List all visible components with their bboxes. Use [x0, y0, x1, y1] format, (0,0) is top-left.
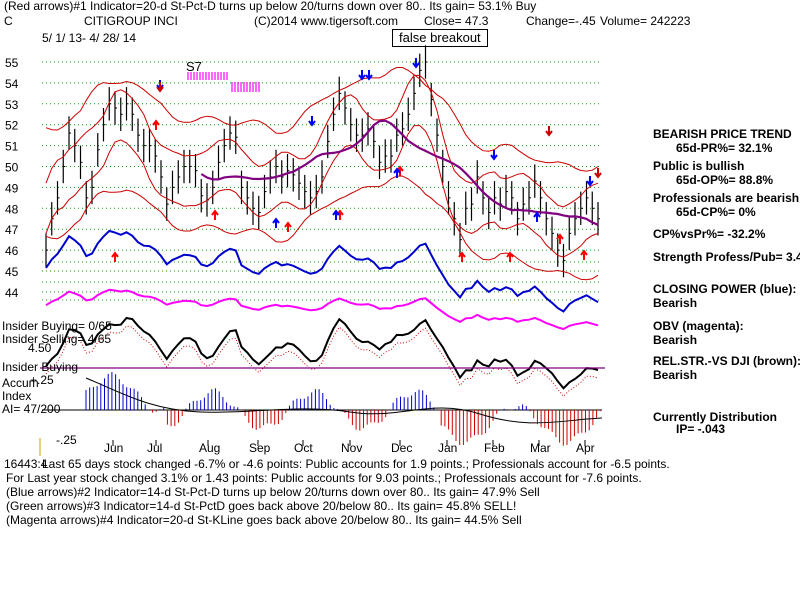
sell-arrow-blue: [365, 70, 373, 81]
x-tick-label: Dec: [391, 441, 412, 455]
relative-strength-line: [45, 316, 599, 390]
footer-last-65-days: Last 65 days stock changed -6.7% or -4.6…: [42, 457, 670, 471]
obv-label: OBV (magenta):: [653, 319, 744, 333]
y-tick-label: 54: [5, 77, 19, 91]
closing-power-label: CLOSING POWER (blue):: [653, 282, 797, 296]
buy-arrow-red: [506, 251, 514, 262]
buy-arrow-red: [458, 251, 466, 262]
ip-value: IP= -.043: [676, 422, 726, 436]
false-breakout-label: false breakout: [392, 29, 488, 47]
symbol: C: [4, 14, 13, 28]
relstr-label: REL.STR.-VS DJI (brown):: [653, 354, 800, 368]
sell-arrow-blue: [412, 58, 420, 69]
change-value: Change=-.45: [526, 14, 596, 28]
y-tick-label: 51: [5, 140, 19, 154]
x-tick-label: Nov: [341, 441, 362, 455]
indicator-magenta-arrows: (Magenta arrows)#4 Indicator=20-d St-KLi…: [6, 513, 522, 527]
sell-arrow-blue: [586, 176, 594, 187]
s7-label: S7: [186, 59, 202, 74]
x-tick-label: Jun: [104, 441, 123, 455]
buy-arrow-blue: [272, 217, 280, 228]
x-tick-label: Sep: [249, 441, 271, 455]
copyright: (C)2014 www.tigersoft.com: [254, 14, 399, 28]
buy-arrow-red: [111, 251, 119, 262]
op-value: 65d-OP%= 88.8%: [676, 173, 774, 187]
rs-ma-line: [45, 325, 599, 398]
purple-ma: [200, 119, 599, 226]
buy-arrow-blue: [533, 211, 541, 222]
x-tick-label: Jan: [438, 441, 457, 455]
obv-line: [45, 288, 599, 331]
volume-value: Volume= 242223: [600, 14, 691, 28]
y-tick-label: 48: [5, 202, 19, 216]
y-tick-label: 44: [5, 286, 19, 300]
professionals-status: Professionals are bearish: [653, 191, 800, 205]
y-tick-label: 53: [5, 98, 19, 112]
upper-band: [45, 67, 599, 172]
indicator-green-arrows: (Green arrows)#3 Indicator=14-d St-PctD …: [6, 499, 517, 513]
y-tick-label: 46: [5, 244, 19, 258]
accum-minus-label: -.25: [56, 433, 77, 447]
indicator-blue-arrows: (Blue arrows)#2 Indicator=14-d St-Pct-D …: [6, 485, 540, 499]
buy-arrow-red: [284, 221, 292, 232]
closing-power-status: Bearish: [653, 296, 698, 310]
accum-label: Accum: [2, 376, 39, 390]
sell-arrow-blue: [308, 116, 316, 127]
buy-arrow-red: [211, 209, 219, 220]
obv-scale-label: 4.50: [28, 341, 52, 355]
footer-overlap: 16443:4: [4, 457, 48, 471]
indicator-red-arrows: (Red arrows)#1 Indicator=20-d St-Pct-D t…: [4, 0, 537, 13]
cp-vs-pr: CP%vsPr%= -32.2%: [653, 227, 766, 241]
sell-arrow-blue: [358, 70, 366, 81]
date-range: 5/ 1/ 13- 4/ 28/ 14: [42, 31, 137, 45]
buy-arrow-red: [152, 119, 160, 130]
y-tick-label: 55: [5, 56, 19, 70]
ai-label: AI= 47/200: [2, 402, 61, 416]
inner-lower-band: [45, 125, 599, 258]
closing-power-line: [45, 229, 599, 313]
y-tick-label: 45: [5, 265, 19, 279]
footer-last-year: For Last year stock changed 3.1% or 1.43…: [6, 471, 642, 485]
insider-buying-count: Insider Buying= 0/65: [2, 319, 112, 333]
close-value: Close= 47.3: [424, 14, 489, 28]
sell-arrow-red: [594, 168, 602, 179]
cp-value: 65d-CP%= 0%: [676, 205, 756, 219]
distribution-status: Currently Distribution: [653, 410, 778, 424]
index-label: Index: [2, 389, 32, 403]
x-tick-label: Oct: [294, 441, 313, 455]
inner-upper-band: [45, 74, 599, 208]
y-tick-label: 47: [5, 223, 19, 237]
relstr-status: Bearish: [653, 368, 698, 382]
buy-arrow-red: [580, 249, 588, 260]
sell-arrow-red: [156, 82, 164, 93]
sell-arrow-red: [545, 126, 553, 137]
buy-arrow-blue: [332, 209, 340, 220]
accum-ma-line: [85, 377, 603, 424]
insider-buying-label: Insider Buying: [2, 360, 79, 374]
strength-ratio: Strength Profess/Pub= 3.4: [653, 250, 800, 264]
accum-plus-label: +.25: [30, 373, 54, 387]
x-tick-label: Mar: [530, 441, 551, 455]
bearish-trend: BEARISH PRICE TREND: [653, 127, 792, 141]
x-tick-label: Feb: [484, 441, 505, 455]
lower-band: [45, 175, 599, 281]
insider-selling-count: Insider Selling= 4/65: [2, 332, 112, 346]
y-tick-label: 52: [5, 119, 19, 133]
y-tick-label: 49: [5, 181, 19, 195]
company-name: CITIGROUP INCI: [84, 14, 178, 28]
buy-arrow-blue: [393, 167, 401, 178]
sell-arrow-blue: [490, 150, 498, 161]
y-tick-label: 50: [5, 161, 19, 175]
x-tick-label: Aug: [199, 441, 220, 455]
public-status: Public is bullish: [653, 159, 745, 173]
pr-value: 65d-PR%= 32.1%: [676, 141, 773, 155]
x-tick-label: Apr: [576, 441, 595, 455]
buy-arrow-red: [556, 233, 564, 244]
x-tick-label: Jul: [147, 441, 162, 455]
obv-status: Bearish: [653, 333, 698, 347]
